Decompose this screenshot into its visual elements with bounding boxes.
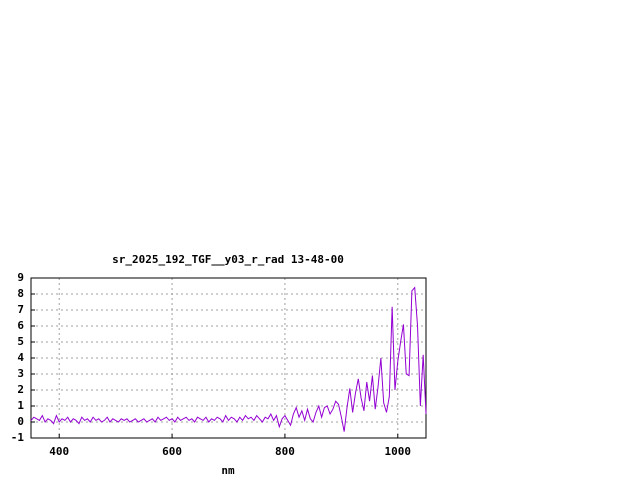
y-tick-label: 7 [17,303,24,316]
y-tick-label: 0 [17,415,24,428]
y-tick-label: 8 [17,287,24,300]
y-tick-label: 4 [17,351,24,364]
x-axis-label: nm [221,464,235,477]
y-tick-label: 6 [17,319,24,332]
x-tick-label: 600 [162,445,182,458]
x-tick-label: 800 [275,445,295,458]
y-tick-label: 1 [17,399,24,412]
y-tick-label: 5 [17,335,24,348]
y-tick-label: 3 [17,367,24,380]
chart-title: sr_2025_192_TGF__y03_r_rad 13-48-00 [112,253,344,266]
x-tick-label: 1000 [385,445,412,458]
y-tick-label: 2 [17,383,24,396]
x-tick-label: 400 [49,445,69,458]
plot-frame [30,277,427,439]
data-line [30,286,427,432]
y-tick-label: -1 [11,431,25,444]
y-tick-label: 9 [17,271,24,284]
